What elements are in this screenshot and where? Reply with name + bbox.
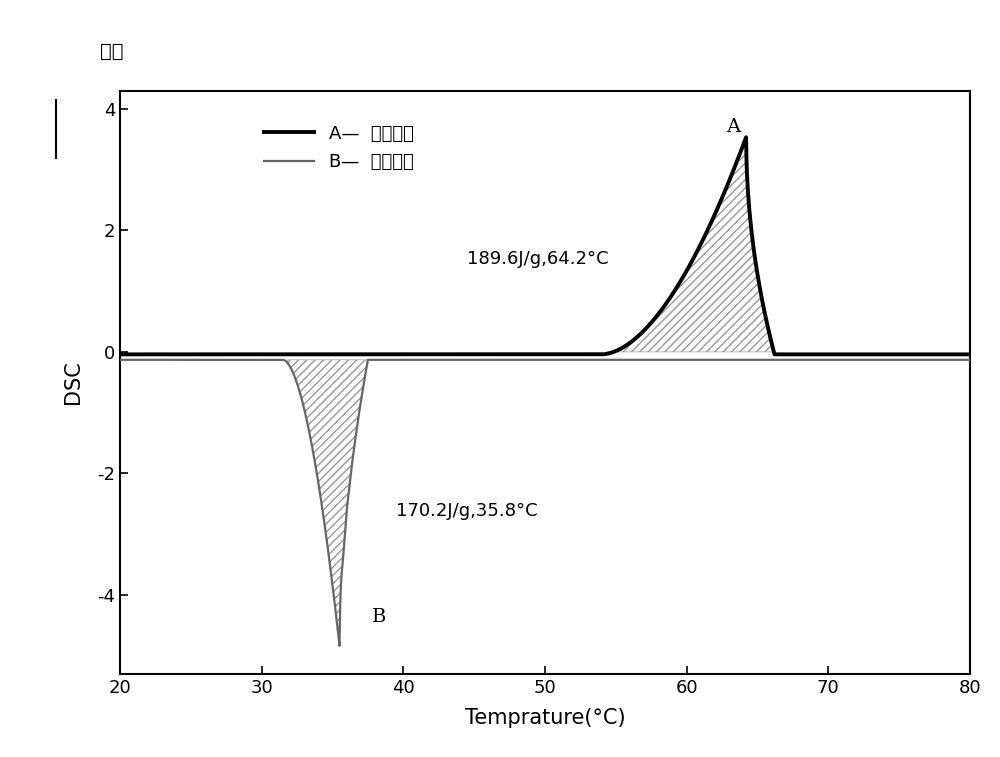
Text: 170.2J/g,35.8°C: 170.2J/g,35.8°C (396, 502, 538, 520)
X-axis label: Temprature(°C): Temprature(°C) (465, 708, 625, 727)
Text: 放热: 放热 (100, 42, 124, 61)
Y-axis label: DSC: DSC (63, 360, 83, 404)
Legend: A—  二次升温, B—  二次降温: A— 二次升温, B— 二次降温 (257, 117, 421, 179)
Text: 189.6J/g,64.2°C: 189.6J/g,64.2°C (467, 250, 609, 268)
Text: A: A (726, 118, 740, 136)
Text: B: B (372, 608, 387, 626)
